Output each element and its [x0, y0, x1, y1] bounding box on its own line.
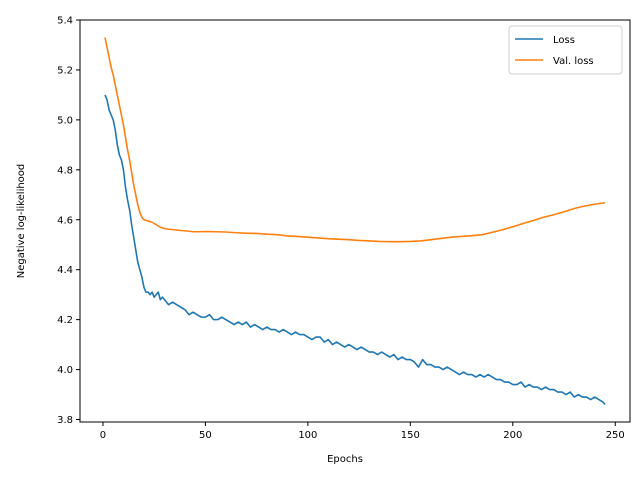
x-tick-label: 50: [199, 430, 212, 441]
series-line-val-loss: [104, 37, 606, 243]
legend: Loss Val. loss: [508, 25, 623, 75]
legend-label-loss: Loss: [553, 35, 575, 46]
x-tick-label: 100: [298, 430, 317, 441]
x-tick-label: 0: [100, 430, 106, 441]
y-axis-label: Negative log-likelihood: [16, 164, 27, 279]
plot-area: [104, 37, 606, 406]
y-tick-label: 5.2: [57, 65, 73, 76]
x-tick-label: 200: [503, 430, 522, 441]
x-tick-label: 250: [606, 430, 625, 441]
x-axis-label: Epochs: [327, 454, 363, 465]
y-tick-label: 4.0: [57, 365, 73, 376]
y-tick-label: 4.6: [57, 215, 73, 226]
axes-frame: [79, 19, 631, 423]
y-tick-label: 5.4: [57, 16, 73, 27]
legend-label-val-loss: Val. loss: [553, 56, 594, 67]
y-tick-label: 5.0: [57, 115, 73, 126]
y-tick-label: 4.2: [57, 315, 73, 326]
x-axis-ticks: 0 50 100 150 200 250: [100, 422, 625, 441]
x-tick-label: 150: [401, 430, 420, 441]
y-tick-label: 4.4: [57, 265, 73, 276]
legend-box: [508, 25, 623, 75]
y-tick-label: 4.8: [57, 165, 73, 176]
y-axis-ticks: 3.8 4.0 4.2 4.4 4.6 4.8 5.0 5.2 5.4: [57, 16, 80, 426]
series-line-loss: [104, 94, 606, 406]
y-tick-label: 3.8: [57, 415, 73, 426]
